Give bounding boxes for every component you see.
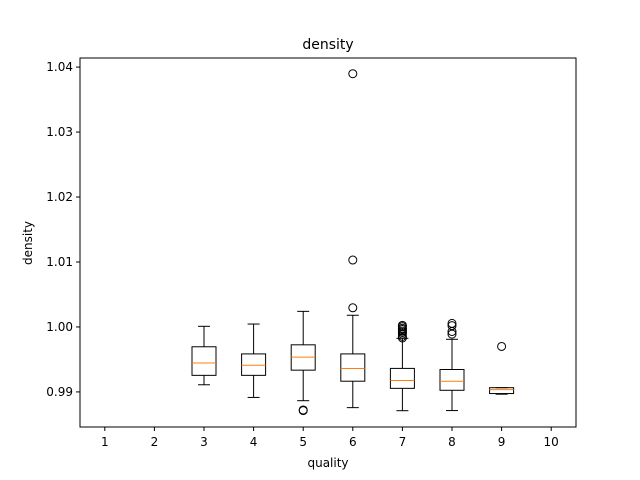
x-tick-label: 9 xyxy=(498,435,506,449)
box-series xyxy=(191,69,515,416)
y-tick-label: 1.00 xyxy=(46,320,73,334)
y-axis-ticks: 0.99 1.00 1.01 1.02 1.03 1.04 xyxy=(46,60,80,399)
x-tick-label: 1 xyxy=(101,435,109,449)
box-quality-7 xyxy=(389,320,415,412)
box-iqr xyxy=(340,353,366,382)
box-quality-8 xyxy=(439,318,465,412)
box-quality-3 xyxy=(191,325,217,386)
outlier-point xyxy=(348,303,358,313)
box-quality-4 xyxy=(241,323,267,398)
outlier-point xyxy=(447,321,457,331)
y-tick-label: 1.01 xyxy=(46,255,73,269)
outlier-point xyxy=(497,341,507,351)
x-axis-ticks: 1 2 3 4 5 6 7 8 9 10 xyxy=(101,427,559,449)
outlier-point xyxy=(348,255,358,265)
box-quality-9 xyxy=(489,341,515,395)
x-tick-label: 7 xyxy=(399,435,407,449)
y-tick-label: 1.04 xyxy=(46,60,73,74)
outlier-point xyxy=(397,320,407,330)
box-quality-5 xyxy=(290,310,316,416)
box-iqr xyxy=(241,353,267,376)
y-tick-label: 0.99 xyxy=(46,385,73,399)
box-iqr xyxy=(191,346,217,376)
x-tick-label: 8 xyxy=(448,435,456,449)
chart-title: density xyxy=(302,37,353,53)
y-tick-label: 1.02 xyxy=(46,190,73,204)
outlier-point xyxy=(447,318,457,328)
box-quality-6 xyxy=(340,69,366,409)
box-iqr xyxy=(439,369,465,391)
box-iqr xyxy=(489,387,515,395)
box-iqr xyxy=(389,367,415,389)
x-tick-label: 2 xyxy=(151,435,159,449)
y-axis-label: density xyxy=(21,221,35,265)
x-axis-label: quality xyxy=(307,456,348,470)
x-tick-label: 5 xyxy=(299,435,307,449)
y-tick-label: 1.03 xyxy=(46,125,73,139)
x-tick-label: 10 xyxy=(544,435,559,449)
x-tick-label: 4 xyxy=(250,435,258,449)
x-tick-label: 3 xyxy=(200,435,208,449)
plot-area-frame xyxy=(79,57,577,428)
x-tick-label: 6 xyxy=(349,435,357,449)
outlier-point xyxy=(298,405,308,415)
outlier-point xyxy=(348,69,358,79)
